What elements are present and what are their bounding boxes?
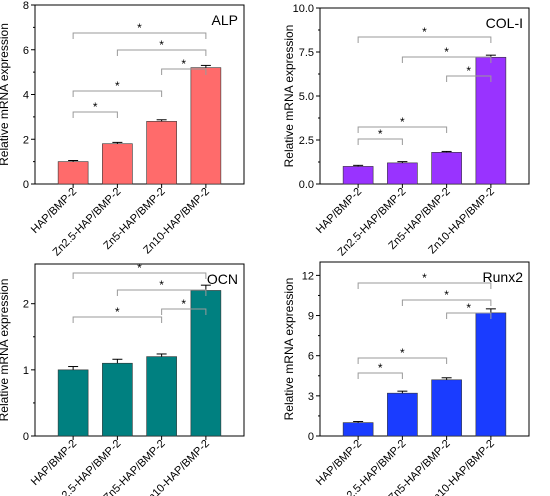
significance-label: * bbox=[93, 100, 98, 114]
significance-bracket bbox=[72, 111, 118, 118]
significance-label: * bbox=[115, 79, 120, 93]
y-tick-label: 0 bbox=[23, 431, 29, 443]
chart-panel-2: 0.0 2.5 5.0 7.5 10.0 Relative mRNA expression… bbox=[282, 3, 530, 259]
y-tick-label: 1 bbox=[23, 365, 29, 377]
significance-bracket bbox=[357, 372, 403, 379]
significance-bracket bbox=[401, 56, 492, 63]
bar-3 bbox=[431, 152, 462, 185]
bar-2 bbox=[102, 362, 133, 437]
significance-label: * bbox=[422, 25, 427, 39]
y-tick-label: 0 bbox=[23, 179, 29, 191]
significance-label: * bbox=[466, 64, 471, 78]
bar-4 bbox=[475, 312, 507, 437]
y-axis-label: Relative mRNA expression bbox=[282, 25, 296, 168]
bar-2 bbox=[387, 162, 418, 185]
y-axis-label: Relative mRNA expression bbox=[0, 23, 11, 166]
y-tick-label: 6 bbox=[23, 45, 29, 57]
panel-title: OCN bbox=[207, 271, 238, 287]
y-tick-label: 2.5 bbox=[299, 135, 314, 147]
y-axis-label: Relative mRNA expression bbox=[0, 279, 11, 422]
y-tick-label: 8 bbox=[23, 0, 29, 12]
significance-bracket bbox=[116, 49, 207, 56]
y-tick-label: 2 bbox=[23, 134, 29, 146]
y-tick-label: 4 bbox=[23, 90, 29, 102]
significance-label: * bbox=[181, 57, 186, 71]
plot-frame bbox=[34, 263, 245, 437]
bar-2 bbox=[387, 392, 418, 437]
significance-label: * bbox=[444, 45, 449, 59]
panel-title: COL-I bbox=[486, 15, 523, 31]
significance-bracket bbox=[357, 357, 448, 364]
significance-bracket bbox=[161, 308, 207, 315]
bar-1 bbox=[57, 369, 89, 437]
significance-bracket bbox=[161, 68, 207, 75]
bar-3 bbox=[146, 121, 177, 185]
bar-3 bbox=[146, 356, 177, 437]
panel-title: ALP bbox=[212, 12, 238, 28]
bar-3 bbox=[431, 379, 462, 437]
bar-4 bbox=[190, 67, 222, 185]
significance-bracket bbox=[72, 32, 207, 39]
significance-label: * bbox=[400, 115, 405, 129]
significance-bracket bbox=[116, 289, 207, 296]
significance-bracket bbox=[357, 282, 492, 289]
significance-label: * bbox=[181, 297, 186, 311]
panel-title: Runx2 bbox=[483, 269, 524, 285]
significance-label: * bbox=[400, 346, 405, 360]
bar-1 bbox=[342, 166, 374, 185]
y-tick-label: 5.0 bbox=[299, 91, 314, 103]
y-axis-label: Relative mRNA expression bbox=[282, 278, 296, 421]
y-tick-label: 0 bbox=[308, 431, 314, 443]
y-tick-label: 0.0 bbox=[299, 179, 314, 191]
significance-label: * bbox=[378, 127, 383, 141]
significance-bracket bbox=[72, 272, 207, 279]
significance-label: * bbox=[159, 278, 164, 292]
bar-1 bbox=[342, 422, 374, 437]
y-tick-label: 9 bbox=[308, 311, 314, 323]
plot-frame bbox=[319, 261, 530, 437]
significance-bracket bbox=[401, 299, 492, 306]
significance-bracket bbox=[446, 75, 492, 82]
significance-bracket bbox=[357, 36, 492, 43]
significance-label: * bbox=[137, 261, 142, 275]
significance-label: * bbox=[115, 305, 120, 319]
y-tick-label: 12 bbox=[302, 270, 314, 282]
significance-bracket bbox=[357, 138, 403, 145]
significance-bracket bbox=[446, 312, 492, 319]
y-tick-label: 2 bbox=[23, 299, 29, 311]
significance-label: * bbox=[422, 271, 427, 285]
y-tick-label: 10.0 bbox=[293, 3, 314, 15]
bar-2 bbox=[102, 143, 133, 185]
bar-1 bbox=[57, 161, 89, 185]
y-tick-label: 7.5 bbox=[299, 47, 314, 59]
significance-label: * bbox=[466, 301, 471, 315]
significance-bracket bbox=[357, 126, 448, 133]
y-tick-label: 3 bbox=[308, 391, 314, 403]
significance-bracket bbox=[72, 316, 163, 323]
significance-label: * bbox=[378, 361, 383, 375]
significance-label: * bbox=[444, 288, 449, 302]
significance-label: * bbox=[137, 21, 142, 35]
significance-bracket bbox=[72, 90, 163, 97]
y-tick-label: 6 bbox=[308, 351, 314, 363]
significance-label: * bbox=[159, 38, 164, 52]
